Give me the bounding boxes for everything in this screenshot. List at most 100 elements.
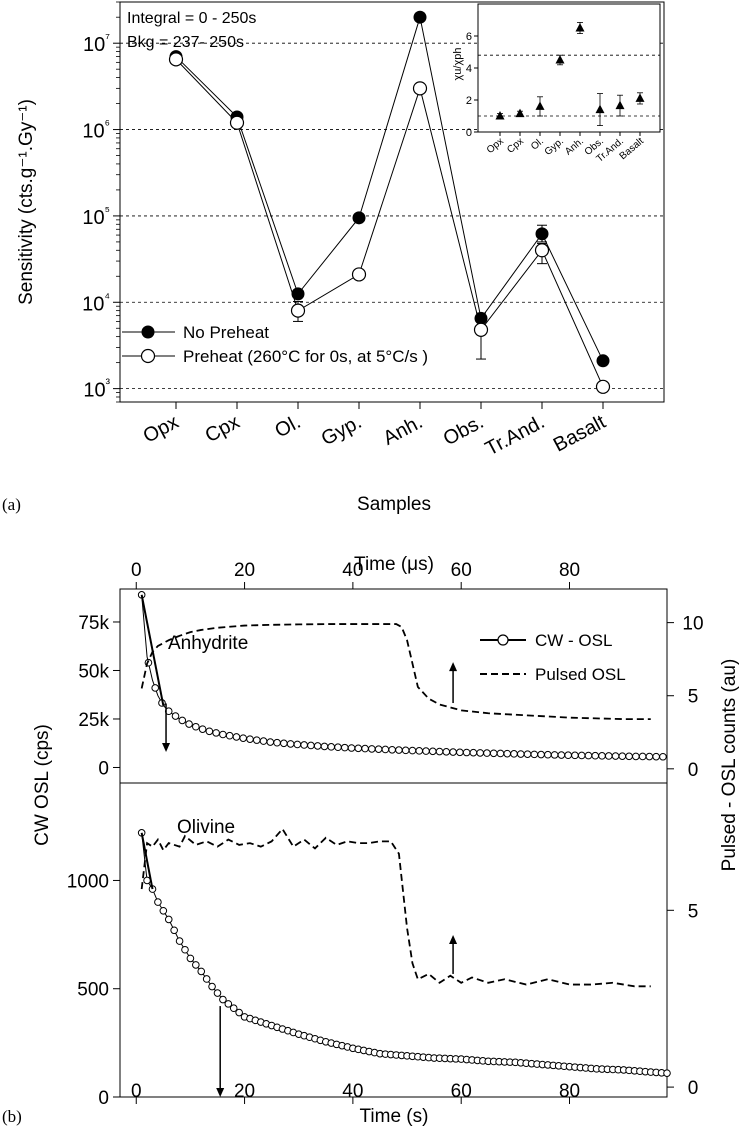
data-point (598, 752, 606, 760)
data-point (663, 1069, 671, 1077)
y-tick-label: 10⁵ (82, 203, 110, 229)
data-point (235, 1008, 243, 1017)
inset-frame (477, 3, 661, 133)
data-point (291, 287, 305, 301)
data-point (388, 745, 396, 754)
data-point (192, 961, 200, 969)
inset-y-tick-label: 6 (466, 31, 472, 43)
data-point (442, 748, 451, 756)
data-point (381, 745, 390, 754)
data-point (266, 738, 275, 746)
data-point (596, 354, 610, 368)
legend-marker-cw-osl (497, 634, 509, 646)
data-point (534, 243, 550, 258)
data-point (229, 115, 245, 130)
data-point (320, 742, 329, 751)
data-point (510, 750, 518, 758)
data-point (544, 750, 552, 759)
x-tick-label-ol: Ol. (271, 411, 304, 442)
data-point (632, 752, 640, 761)
data-point (300, 741, 308, 749)
data-point (476, 749, 484, 757)
data-point (170, 926, 178, 935)
panel-a-x-axis-title: Samples (357, 494, 431, 515)
data-point (198, 725, 207, 733)
data-point (652, 752, 660, 761)
panel-b-bottom-sample-label: Olivine (177, 817, 235, 838)
data-point (293, 740, 302, 749)
data-point (361, 744, 369, 753)
bottom-x-tick-label: 60 (451, 1081, 472, 1102)
y-tick-label: 10⁴ (82, 289, 110, 315)
legend-label-pulsed-osl: Pulsed OSL (535, 665, 626, 684)
panel-b-right-axis-title: Pulsed - OSL counts (au) (719, 659, 740, 872)
panel-a-y-axis-title: Sensitivity (cts.g⁻¹.Gy⁻¹) (16, 99, 37, 305)
data-point (229, 1004, 238, 1013)
data-point (154, 898, 162, 906)
data-point (408, 746, 417, 755)
bottom-x-tick-label: 0 (131, 1081, 142, 1102)
data-point (225, 731, 234, 740)
x-tick-label-anh: Anh. (380, 411, 427, 450)
series-line-dashed (140, 827, 651, 988)
x-tick-label-tr-and: Tr.And. (482, 411, 549, 460)
data-point (186, 954, 195, 963)
data-point (449, 748, 457, 756)
inset-x-tick-label-anh: Anh. (563, 136, 586, 158)
inset-x-tick-label-opx: Opx (485, 136, 506, 156)
data-point (205, 727, 214, 736)
inset-data-point (595, 104, 605, 114)
x-tick-label-basalt: Basalt (550, 411, 610, 457)
data-point (550, 751, 559, 759)
data-point (401, 746, 410, 755)
series-line (175, 59, 604, 387)
bottom-x-tick-label: 80 (559, 1081, 580, 1102)
data-point (213, 989, 222, 997)
panel-a-plot-frame (119, 1, 665, 403)
inset-data-point (635, 93, 645, 102)
series-pulsed-osl (140, 623, 651, 721)
data-point (197, 967, 206, 976)
data-point (159, 906, 168, 915)
data-point (571, 751, 579, 760)
y-tick-label: 10⁶ (82, 117, 110, 143)
data-point (351, 267, 367, 282)
data-point (286, 740, 295, 748)
left-y-tick-label: 75k (78, 613, 109, 634)
data-point (659, 752, 667, 761)
data-point (212, 729, 220, 737)
inset-data-point (535, 101, 545, 110)
data-point (232, 733, 241, 741)
panel-b-bottom-frame (119, 782, 668, 1098)
data-point (523, 750, 532, 759)
data-point (219, 995, 227, 1004)
x-tick-label-cpx: Cpx (202, 411, 244, 447)
data-point (334, 743, 342, 752)
data-point (435, 747, 444, 756)
data-point (564, 751, 572, 760)
bottom-x-tick-label: 40 (342, 1081, 363, 1102)
series-pulsed-osl (140, 827, 651, 988)
data-point (618, 752, 627, 761)
arrow-head (216, 1088, 225, 1097)
panel-b-legend: CW - OSL Pulsed OSL (480, 631, 626, 684)
data-point (219, 730, 227, 739)
data-point (577, 751, 586, 760)
inset-y-tick-label: 0 (466, 127, 472, 139)
data-point (164, 915, 173, 924)
annotation-integral: Integral = 0 - 250s (127, 10, 256, 27)
initial-decay-segment (140, 594, 165, 706)
data-point (412, 81, 428, 96)
top-x-tick-label: 80 (559, 560, 580, 581)
right-y-tick-label: 5 (688, 901, 699, 922)
panel-a-label: (a) (2, 495, 21, 514)
series-cw-osl (137, 829, 671, 1077)
data-point (584, 751, 593, 760)
data-point (469, 748, 478, 757)
top-x-tick-label: 20 (234, 560, 255, 581)
data-point (175, 937, 184, 945)
left-y-tick-label: 0 (98, 758, 109, 779)
data-point (611, 752, 620, 760)
data-point (535, 227, 549, 241)
